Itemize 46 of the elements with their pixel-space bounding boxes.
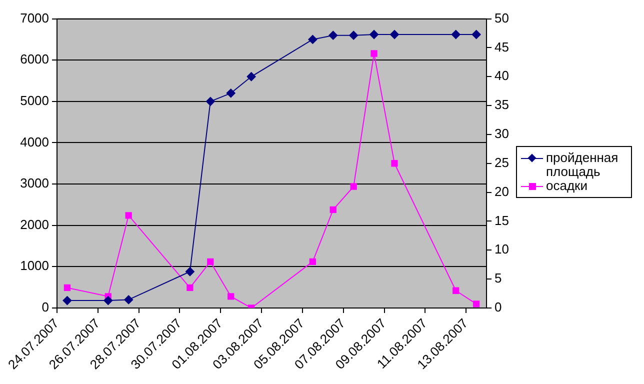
point — [328, 30, 338, 40]
y-tick-label: 5000 — [20, 92, 50, 108]
point — [185, 267, 194, 276]
point — [472, 300, 480, 308]
y-tick-label: 3000 — [20, 176, 50, 191]
point — [64, 284, 71, 292]
point — [226, 88, 236, 98]
y-tick-label: 6000 — [20, 52, 50, 67]
y2-tick-label: 25 — [494, 154, 510, 170]
point — [370, 30, 379, 39]
point — [246, 72, 256, 82]
y2-tick-label: 10 — [494, 242, 510, 257]
point — [330, 206, 336, 213]
point — [308, 34, 318, 44]
point — [62, 296, 72, 306]
point — [228, 293, 234, 300]
y2-tick-label: 30 — [494, 126, 510, 142]
point — [349, 30, 358, 40]
point — [452, 287, 460, 294]
y-tick-label: 2000 — [20, 216, 50, 232]
y2-tick-label: 50 — [494, 10, 510, 26]
point — [390, 30, 399, 39]
y2-tick-label: 45 — [494, 39, 510, 54]
y-tick-label: 0 — [42, 300, 50, 315]
y2-tick-label: 35 — [494, 97, 510, 112]
y2-tick-label: 20 — [494, 184, 510, 199]
y2-tick-label: 40 — [494, 68, 510, 84]
point — [472, 30, 481, 39]
point — [186, 284, 194, 292]
y-tick-label: 7000 — [20, 10, 50, 26]
point — [370, 50, 378, 57]
point — [391, 160, 398, 167]
y2-tick-label: 0 — [494, 300, 502, 315]
y-tick-label: 1000 — [20, 258, 50, 274]
point — [125, 212, 132, 219]
point — [206, 96, 215, 106]
point — [207, 258, 214, 266]
point — [451, 30, 460, 39]
y-tick-label: 4000 — [20, 134, 50, 150]
y2-tick-label: 5 — [494, 270, 502, 286]
point — [309, 258, 316, 266]
point — [350, 183, 357, 190]
point — [124, 295, 134, 304]
legend-label: осадки — [546, 178, 588, 193]
y2-tick-label: 15 — [494, 212, 510, 228]
point — [104, 296, 113, 306]
